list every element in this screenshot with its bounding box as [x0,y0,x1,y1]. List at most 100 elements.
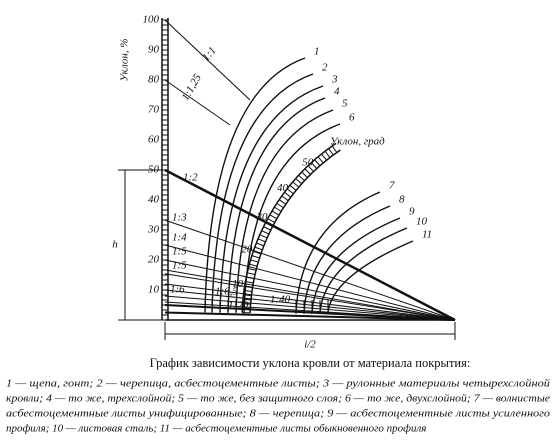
degree-hatch [314,159,321,167]
legend-line: профиля; 10 — листовая сталь; 11 — асбес… [6,423,426,435]
percent-tick-label: 60 [148,134,160,146]
degree-hatch [292,181,300,188]
curve-label: 7 [389,180,395,192]
material-curve [243,123,341,313]
slope-line [164,295,456,321]
percent-axis-label: Уклон, % [119,38,131,81]
curve-label: 9 [409,206,415,218]
percent-tick-label: 40 [148,194,160,206]
slope-line [164,219,456,321]
degree-hatch [246,276,255,280]
degree-hatch [295,178,303,185]
slope-line [164,168,456,322]
ratio-label: 1:20 [228,300,249,312]
degree-hatch [267,218,275,223]
degree-hatch [274,206,282,212]
ratio-label: 1:3 [172,212,187,224]
ratio-label: 1:6,5 [215,286,238,298]
degree-tick-label: 30 [255,211,268,223]
curve-label: 1 [314,46,320,58]
degree-hatch [324,150,331,158]
curve-label: 3 [331,74,338,86]
degree-hatch [271,210,280,216]
degree-hatch [286,188,294,195]
degree-hatch [278,199,287,205]
material-curve [295,191,381,313]
slope-line [164,311,456,321]
degree-hatch [247,272,256,276]
ratio-label: 1:5 [172,260,187,272]
span-label: i/2 [304,339,316,351]
ratio-label: 1:40 [270,294,291,306]
material-curve [204,57,306,313]
slope-1-125 [164,79,231,126]
ratio-label: 1:2 [183,172,198,184]
degree-hatch [331,145,338,153]
slope-line [164,289,456,321]
degree-arc [241,142,337,313]
degree-tick-label: 40 [277,182,289,194]
degree-hatch [251,255,260,259]
percent-tick-label: 80 [148,74,160,86]
percent-tick-label: 90 [148,44,160,56]
degree-hatch [311,162,318,169]
degree-hatch [259,234,268,239]
material-curve [311,217,401,313]
curve-label: 2 [322,62,328,74]
degree-hatch [245,281,254,284]
degree-hatch [261,230,270,235]
degree-hatch [249,263,258,267]
curve-label: 11 [422,229,432,241]
degree-hatch [301,171,308,178]
material-curve [211,73,314,313]
curve-label: 4 [334,86,340,98]
height-label: h [112,239,118,251]
percent-tick-label: 70 [148,104,160,116]
degree-hatch [263,226,271,231]
material-curve [327,240,414,313]
ratio-label: 1:4 [172,232,187,244]
material-curve [235,109,334,313]
slope-line [164,304,456,321]
degree-hatch [321,153,327,161]
ratio-label: 1:1,25 [179,72,204,103]
percent-tick-label: 30 [147,224,160,236]
degree-axis-label: Уклон, град [330,136,385,148]
degree-hatch [265,222,273,227]
ratio-label: 1:6 [170,284,185,296]
degree-arc [249,149,341,313]
percent-tick-label: 20 [148,254,160,266]
degree-hatch [276,202,284,209]
legend-line: 1 — щепа, гонт; 2 — черепица, асбестоцем… [6,378,551,390]
legend-line: кровли; 4 — то же, трехслойной; 5 — то ж… [6,393,550,405]
degree-hatch [317,156,324,164]
degree-hatch [298,174,305,182]
curve-label: 5 [342,98,348,110]
ratio-label: 1:1 [200,45,219,64]
material-curve [219,85,324,313]
degree-hatch [256,242,265,247]
material-curve [227,97,326,313]
degree-hatch [281,195,289,202]
degree-hatch [304,168,311,175]
curve-label: 10 [416,216,428,228]
degree-hatch [289,184,297,191]
percent-tick-label: 100 [143,14,160,26]
degree-hatch [269,214,278,220]
degree-hatch [250,259,259,263]
percent-tick-label: 10 [148,284,160,296]
caption-title: График зависимости уклона кровли от мате… [150,356,471,370]
degree-tick-label: 20 [241,243,253,255]
degree-hatch [248,267,257,271]
slope-1-1 [164,19,251,101]
ratio-label: 1:5 [172,246,187,258]
degree-hatch [257,238,266,243]
material-curve [303,205,391,313]
degree-hatch [253,250,262,255]
degree-hatch [307,165,314,172]
degree-hatch [284,192,292,198]
degree-hatch [254,246,263,251]
curve-label: 6 [349,112,355,124]
slope-line [164,259,456,321]
